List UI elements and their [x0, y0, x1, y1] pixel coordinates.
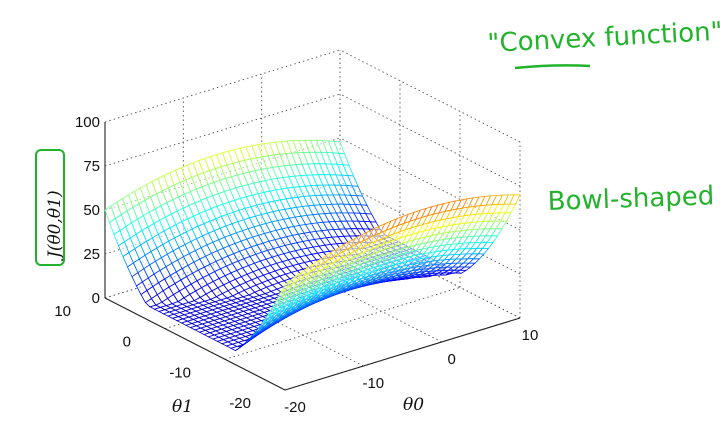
z-gridline-side — [339, 49, 521, 143]
z-tick-label: 50 — [83, 202, 100, 219]
y-tick-label: 0 — [123, 334, 131, 351]
y-axis-line — [104, 297, 286, 391]
x-axis-line — [284, 317, 521, 391]
y-axis-label: θ1 — [172, 397, 193, 417]
convex-function-note: "Convex function" — [487, 17, 720, 59]
z-gridline-side — [339, 93, 521, 187]
x-tick-label: -20 — [284, 399, 306, 416]
x-axis-label: θ0 — [403, 395, 424, 415]
x-tick-label: 0 — [448, 351, 456, 368]
x-tick-label: 10 — [522, 327, 539, 344]
surface-cell — [280, 279, 292, 294]
z-tick-label: 25 — [83, 246, 100, 263]
bowl-shaped-note: Bowl-shaped — [547, 181, 715, 217]
z-gridline-back — [104, 49, 341, 123]
convex-underline — [514, 64, 591, 70]
z-gridline-back — [104, 93, 341, 167]
y-tick-label: -10 — [169, 364, 191, 381]
z-axis-label: J(θ0,θ1) — [45, 190, 65, 261]
z-tick-label: 75 — [83, 158, 100, 175]
z-label-highlight-box — [35, 149, 65, 266]
z-tick-label: 0 — [92, 290, 100, 307]
surface-mesh — [104, 139, 521, 352]
x-tick-label: -10 — [362, 375, 384, 392]
y-tick-label: 10 — [54, 303, 71, 320]
y-gridline-floor — [224, 286, 461, 360]
y-tick-label: -20 — [229, 395, 251, 412]
z-tick-label: 100 — [75, 114, 100, 131]
